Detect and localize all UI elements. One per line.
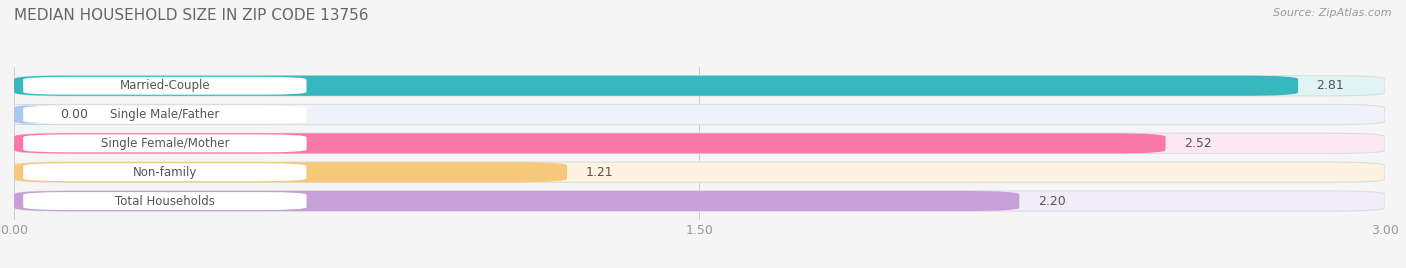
Text: Total Households: Total Households [115, 195, 215, 207]
FancyBboxPatch shape [14, 105, 1385, 125]
FancyBboxPatch shape [22, 135, 307, 152]
Text: 2.20: 2.20 [1038, 195, 1066, 207]
FancyBboxPatch shape [14, 133, 1385, 154]
Text: 2.81: 2.81 [1316, 79, 1344, 92]
Text: MEDIAN HOUSEHOLD SIZE IN ZIP CODE 13756: MEDIAN HOUSEHOLD SIZE IN ZIP CODE 13756 [14, 8, 368, 23]
Text: 2.52: 2.52 [1184, 137, 1212, 150]
FancyBboxPatch shape [22, 77, 307, 95]
FancyBboxPatch shape [14, 162, 567, 182]
FancyBboxPatch shape [22, 163, 307, 181]
FancyBboxPatch shape [14, 191, 1385, 211]
Text: Non-family: Non-family [132, 166, 197, 179]
Text: Source: ZipAtlas.com: Source: ZipAtlas.com [1274, 8, 1392, 18]
Text: Single Female/Mother: Single Female/Mother [101, 137, 229, 150]
Text: 1.21: 1.21 [585, 166, 613, 179]
FancyBboxPatch shape [22, 192, 307, 210]
FancyBboxPatch shape [0, 105, 69, 125]
Text: 0.00: 0.00 [60, 108, 87, 121]
FancyBboxPatch shape [14, 76, 1298, 96]
FancyBboxPatch shape [14, 133, 1166, 154]
FancyBboxPatch shape [14, 162, 1385, 182]
FancyBboxPatch shape [22, 106, 307, 124]
FancyBboxPatch shape [14, 191, 1019, 211]
Text: Married-Couple: Married-Couple [120, 79, 209, 92]
FancyBboxPatch shape [14, 76, 1385, 96]
Text: Single Male/Father: Single Male/Father [110, 108, 219, 121]
